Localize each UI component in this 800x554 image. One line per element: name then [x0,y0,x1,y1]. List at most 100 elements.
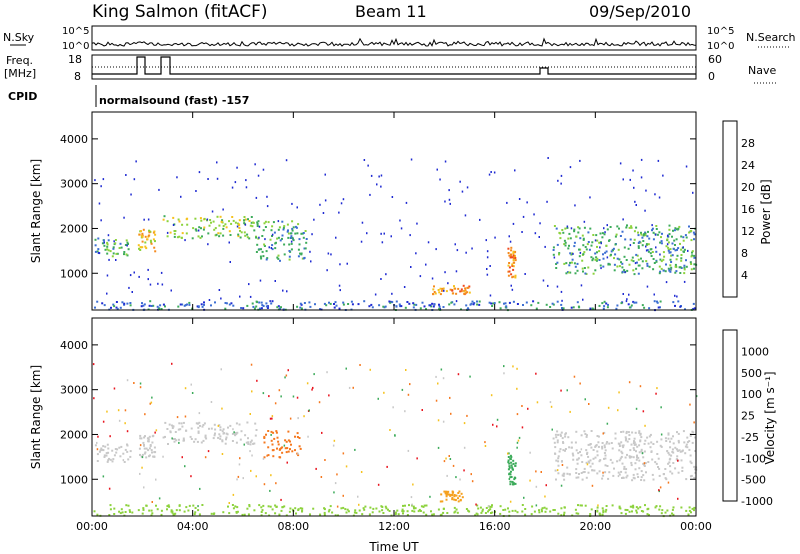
data-cell [186,223,189,226]
data-cell [604,231,606,234]
data-cell [178,504,181,507]
data-cell [485,507,488,509]
data-cell [298,243,301,246]
data-cell [623,255,626,258]
data-cell [109,250,112,253]
data-cell [239,438,242,441]
data-cell [181,232,184,235]
data-cell [380,232,382,235]
data-cell [160,308,163,310]
data-cell [538,509,540,512]
data-cell [560,182,562,185]
data-cell [459,499,462,502]
data-cell [313,373,315,376]
data-cell [449,458,452,460]
data-cell [694,471,697,474]
data-cell [282,228,285,231]
data-cell [144,451,147,454]
data-cell [236,431,239,434]
data-cell [275,241,277,244]
data-cell [274,402,277,405]
data-cell [300,232,303,235]
data-cell [219,215,222,218]
data-cell [106,252,109,255]
data-cell [596,472,599,475]
data-cell [269,489,271,492]
data-cell [291,508,294,511]
data-cell [114,239,117,241]
data-cell [671,242,674,245]
data-cell [594,252,597,255]
data-cell [667,432,670,435]
data-cell [260,307,263,310]
data-cell [521,510,524,513]
data-cell [454,287,457,290]
data-cell [642,510,645,513]
data-cell [400,305,403,308]
data-cell [444,492,447,495]
data-cell [644,424,646,427]
data-cell [252,442,255,445]
data-cell [618,449,621,452]
data-cell [119,306,122,309]
colorbar-frame [722,329,738,502]
data-cell [686,441,689,444]
data-cell [290,248,293,251]
data-cell [198,171,201,174]
data-cell [381,506,384,508]
data-cell [676,254,679,257]
data-cell [650,450,653,453]
data-cell [307,435,309,438]
data-cell [270,302,273,305]
data-cell [622,446,625,449]
data-cell [622,218,624,221]
data-cell [562,449,565,452]
data-cell [632,260,635,263]
data-cell [512,468,514,471]
data-cell [217,424,220,427]
data-cell [514,250,517,253]
data-cell [636,456,638,459]
data-cell [509,476,512,479]
data-cell [333,439,336,442]
data-cell [207,243,209,246]
data-cell [281,451,284,454]
data-cell [677,459,679,462]
nsearch-label: N.Search [746,31,796,44]
data-cell [615,233,618,236]
data-cell [616,304,619,307]
data-cell [277,305,280,308]
data-cell [126,302,129,305]
data-cell [228,502,230,504]
data-cell [675,270,678,273]
beam-title: Beam 11 [355,2,427,21]
data-cell [227,426,229,429]
data-cell [206,218,209,221]
data-cell [514,274,517,277]
data-cell [243,231,246,234]
data-cell [575,235,578,238]
data-cell [286,447,289,450]
data-cell [672,451,675,454]
data-cell [660,433,663,436]
data-cell [664,468,667,470]
data-cell [114,242,117,245]
data-cell [570,441,573,444]
data-cell [340,202,343,205]
data-cell [306,382,309,385]
data-cell [325,304,328,307]
data-cell [327,510,330,513]
data-cell [231,440,234,442]
data-cell [115,259,117,261]
data-cell [102,449,105,452]
data-cell [516,413,519,416]
data-cell [297,223,300,226]
data-cell [432,293,435,296]
data-cell [549,510,552,513]
data-cell [594,456,597,459]
data-cell [578,248,580,251]
data-cell [418,508,421,511]
data-cell [567,247,570,250]
data-cell [575,430,578,433]
data-cell [689,460,692,463]
